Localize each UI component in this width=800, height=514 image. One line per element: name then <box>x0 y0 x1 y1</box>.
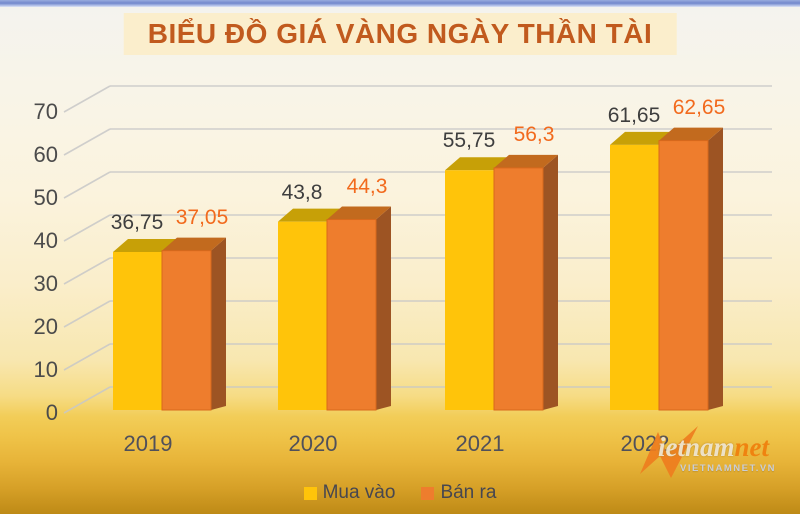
window-top-edge <box>0 0 800 7</box>
bar-mua-vao <box>113 251 162 410</box>
gridline-diagonal <box>63 85 111 113</box>
gridline-diagonal <box>63 214 111 242</box>
y-axis-tick-label: 0 <box>45 400 58 425</box>
mua-vao-swatch-icon <box>303 486 317 500</box>
gridline-diagonal <box>63 128 111 156</box>
gridline-diagonal <box>63 386 111 414</box>
legend-item-mua-vao: Mua vào <box>303 482 396 504</box>
legend-item-ban-ra: Bán ra <box>421 482 496 504</box>
logo-text-main: ietnam <box>658 432 735 462</box>
bar-side-ban-ra <box>376 206 391 410</box>
y-axis-tick-label: 20 <box>33 314 58 339</box>
legend-label-ban-ra: Bán ra <box>440 482 497 503</box>
legend-label-mua-vao: Mua vào <box>322 482 396 503</box>
bar-top-ban-ra <box>659 127 723 141</box>
vietnamnet-watermark: ietnamnet VIETNAMNET.VN <box>640 426 797 486</box>
bar-ban-ra <box>658 140 709 411</box>
gridline-diagonal <box>63 343 111 371</box>
x-axis-category-label: 2021 <box>455 431 505 456</box>
chart-title-box: BIỂU ĐỒ GIÁ VÀNG NGÀY THẦN TÀI <box>123 13 677 55</box>
vietnamnet-logo-text: ietnamnet <box>658 434 769 461</box>
value-label-ban-ra: 62,65 <box>672 95 726 119</box>
value-label-ban-ra: 44,3 <box>346 174 388 198</box>
bar-side-ban-ra <box>708 127 723 410</box>
bar-side-ban-ra <box>543 154 558 410</box>
x-axis-category-label: 2019 <box>123 431 173 456</box>
bar-ban-ra <box>161 250 212 411</box>
bar-mua-vao <box>445 170 494 410</box>
bar-top-mua-vao <box>113 238 177 252</box>
bar-ban-ra <box>326 219 377 411</box>
gridline-diagonal <box>63 300 111 328</box>
bar-top-ban-ra <box>162 237 226 251</box>
gridline-diagonal <box>63 257 111 285</box>
y-axis-tick-label: 60 <box>33 142 58 167</box>
value-label-mua-vao: 55,75 <box>442 129 496 153</box>
bar-side-ban-ra <box>211 237 226 410</box>
x-axis-category-label: 2020 <box>288 431 338 456</box>
gridline-diagonal <box>63 171 111 199</box>
value-label-ban-ra: 37,05 <box>175 205 229 229</box>
value-label-mua-vao: 36,75 <box>110 210 164 234</box>
value-label-mua-vao: 43,8 <box>281 180 323 204</box>
bar-ban-ra <box>493 167 544 411</box>
bar-top-mua-vao <box>445 157 509 171</box>
bar-top-mua-vao <box>610 131 674 145</box>
bar-mua-vao <box>610 144 659 410</box>
logo-text-accent: net <box>734 432 770 462</box>
y-axis-tick-label: 30 <box>33 271 58 296</box>
value-label-mua-vao: 61,65 <box>607 103 661 127</box>
bar-mua-vao <box>278 221 327 410</box>
y-axis-tick-label: 50 <box>33 185 58 210</box>
chart-title: BIỂU ĐỒ GIÁ VÀNG NGÀY THẦN TÀI <box>147 18 653 49</box>
chart-legend: Mua vào Bán ra <box>0 482 800 504</box>
vietnamnet-swoosh-icon <box>640 426 698 478</box>
y-axis-tick-label: 70 <box>33 99 58 124</box>
bar-top-ban-ra <box>494 154 558 168</box>
y-axis-tick-label: 10 <box>33 357 58 382</box>
bar-top-mua-vao <box>278 208 342 222</box>
vietnamnet-url-text: VIETNAMNET.VN <box>680 463 777 474</box>
bar-top-ban-ra <box>327 206 391 220</box>
y-axis-tick-label: 40 <box>33 228 58 253</box>
ban-ra-swatch-icon <box>421 486 435 500</box>
value-label-ban-ra: 56,3 <box>513 122 555 146</box>
